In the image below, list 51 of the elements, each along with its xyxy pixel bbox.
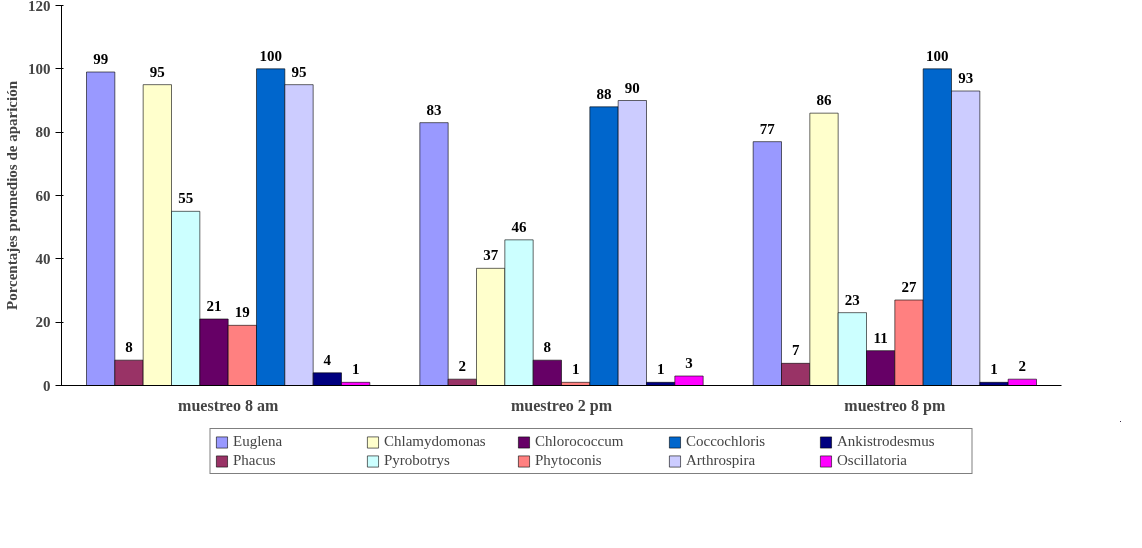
data-label: 19 (234, 304, 250, 321)
data-label: 1 (990, 361, 998, 378)
y-tick-label: 0 (43, 377, 51, 394)
data-label: 100 (926, 47, 949, 64)
legend-label: Chlorococcum (535, 433, 625, 450)
x-tick-label: muestreo 8 am (178, 396, 279, 414)
data-label: 90 (624, 79, 640, 96)
data-label: 100 (259, 47, 282, 64)
y-tick-label: 100 (28, 60, 51, 77)
legend-label: Oscillatoria (837, 452, 908, 469)
data-label: 95 (291, 63, 307, 80)
data-label: 93 (958, 70, 974, 86)
y-tick-label: 120 (28, 0, 51, 14)
data-label: 83 (426, 101, 442, 118)
legend-label: Euglena (233, 433, 284, 450)
data-label: 1 (351, 361, 360, 378)
legend-label: Coccochloris (686, 433, 767, 450)
legend-label: Ankistrodesmus (837, 433, 936, 450)
data-label: 11 (873, 329, 888, 346)
x-tick-label: muestreo 8 pm (844, 396, 947, 415)
data-label: 7 (791, 342, 800, 359)
y-tick-label: 60 (35, 187, 51, 204)
data-label: 3 (685, 355, 693, 371)
data-label: 8 (125, 339, 133, 356)
data-label: 4 (323, 351, 332, 368)
legend-label: Pyrobotrys (384, 452, 451, 469)
data-label: 55 (178, 190, 194, 207)
data-label: 8 (543, 339, 552, 356)
legend-label: Phacus (233, 452, 277, 469)
data-label: 21 (206, 298, 222, 314)
data-label: 95 (149, 63, 165, 80)
data-label: 2 (458, 358, 467, 375)
data-label: 99 (93, 51, 109, 67)
data-label: 46 (511, 218, 527, 235)
x-tick-label: muestreo 2 pm (510, 396, 613, 415)
y-tick-label: 80 (35, 124, 51, 141)
legend-label: Chlamydomonas (384, 433, 487, 450)
legend-label: Arthrospira (686, 452, 757, 469)
y-axis-title: Porcentajes promedios de aparición (4, 80, 20, 310)
data-label: 23 (844, 291, 860, 308)
data-label: 1 (571, 361, 580, 378)
y-tick-label: 20 (35, 314, 51, 331)
data-label: 1 (656, 361, 665, 378)
data-label: 37 (483, 247, 499, 264)
data-label: 86 (816, 92, 832, 109)
y-tick-label: 40 (35, 250, 51, 267)
data-label: 27 (901, 279, 917, 295)
data-label: 77 (759, 120, 776, 137)
data-label: 2 (1018, 358, 1027, 375)
data-label: 88 (596, 85, 612, 102)
legend-label: Phytoconis (535, 452, 603, 469)
